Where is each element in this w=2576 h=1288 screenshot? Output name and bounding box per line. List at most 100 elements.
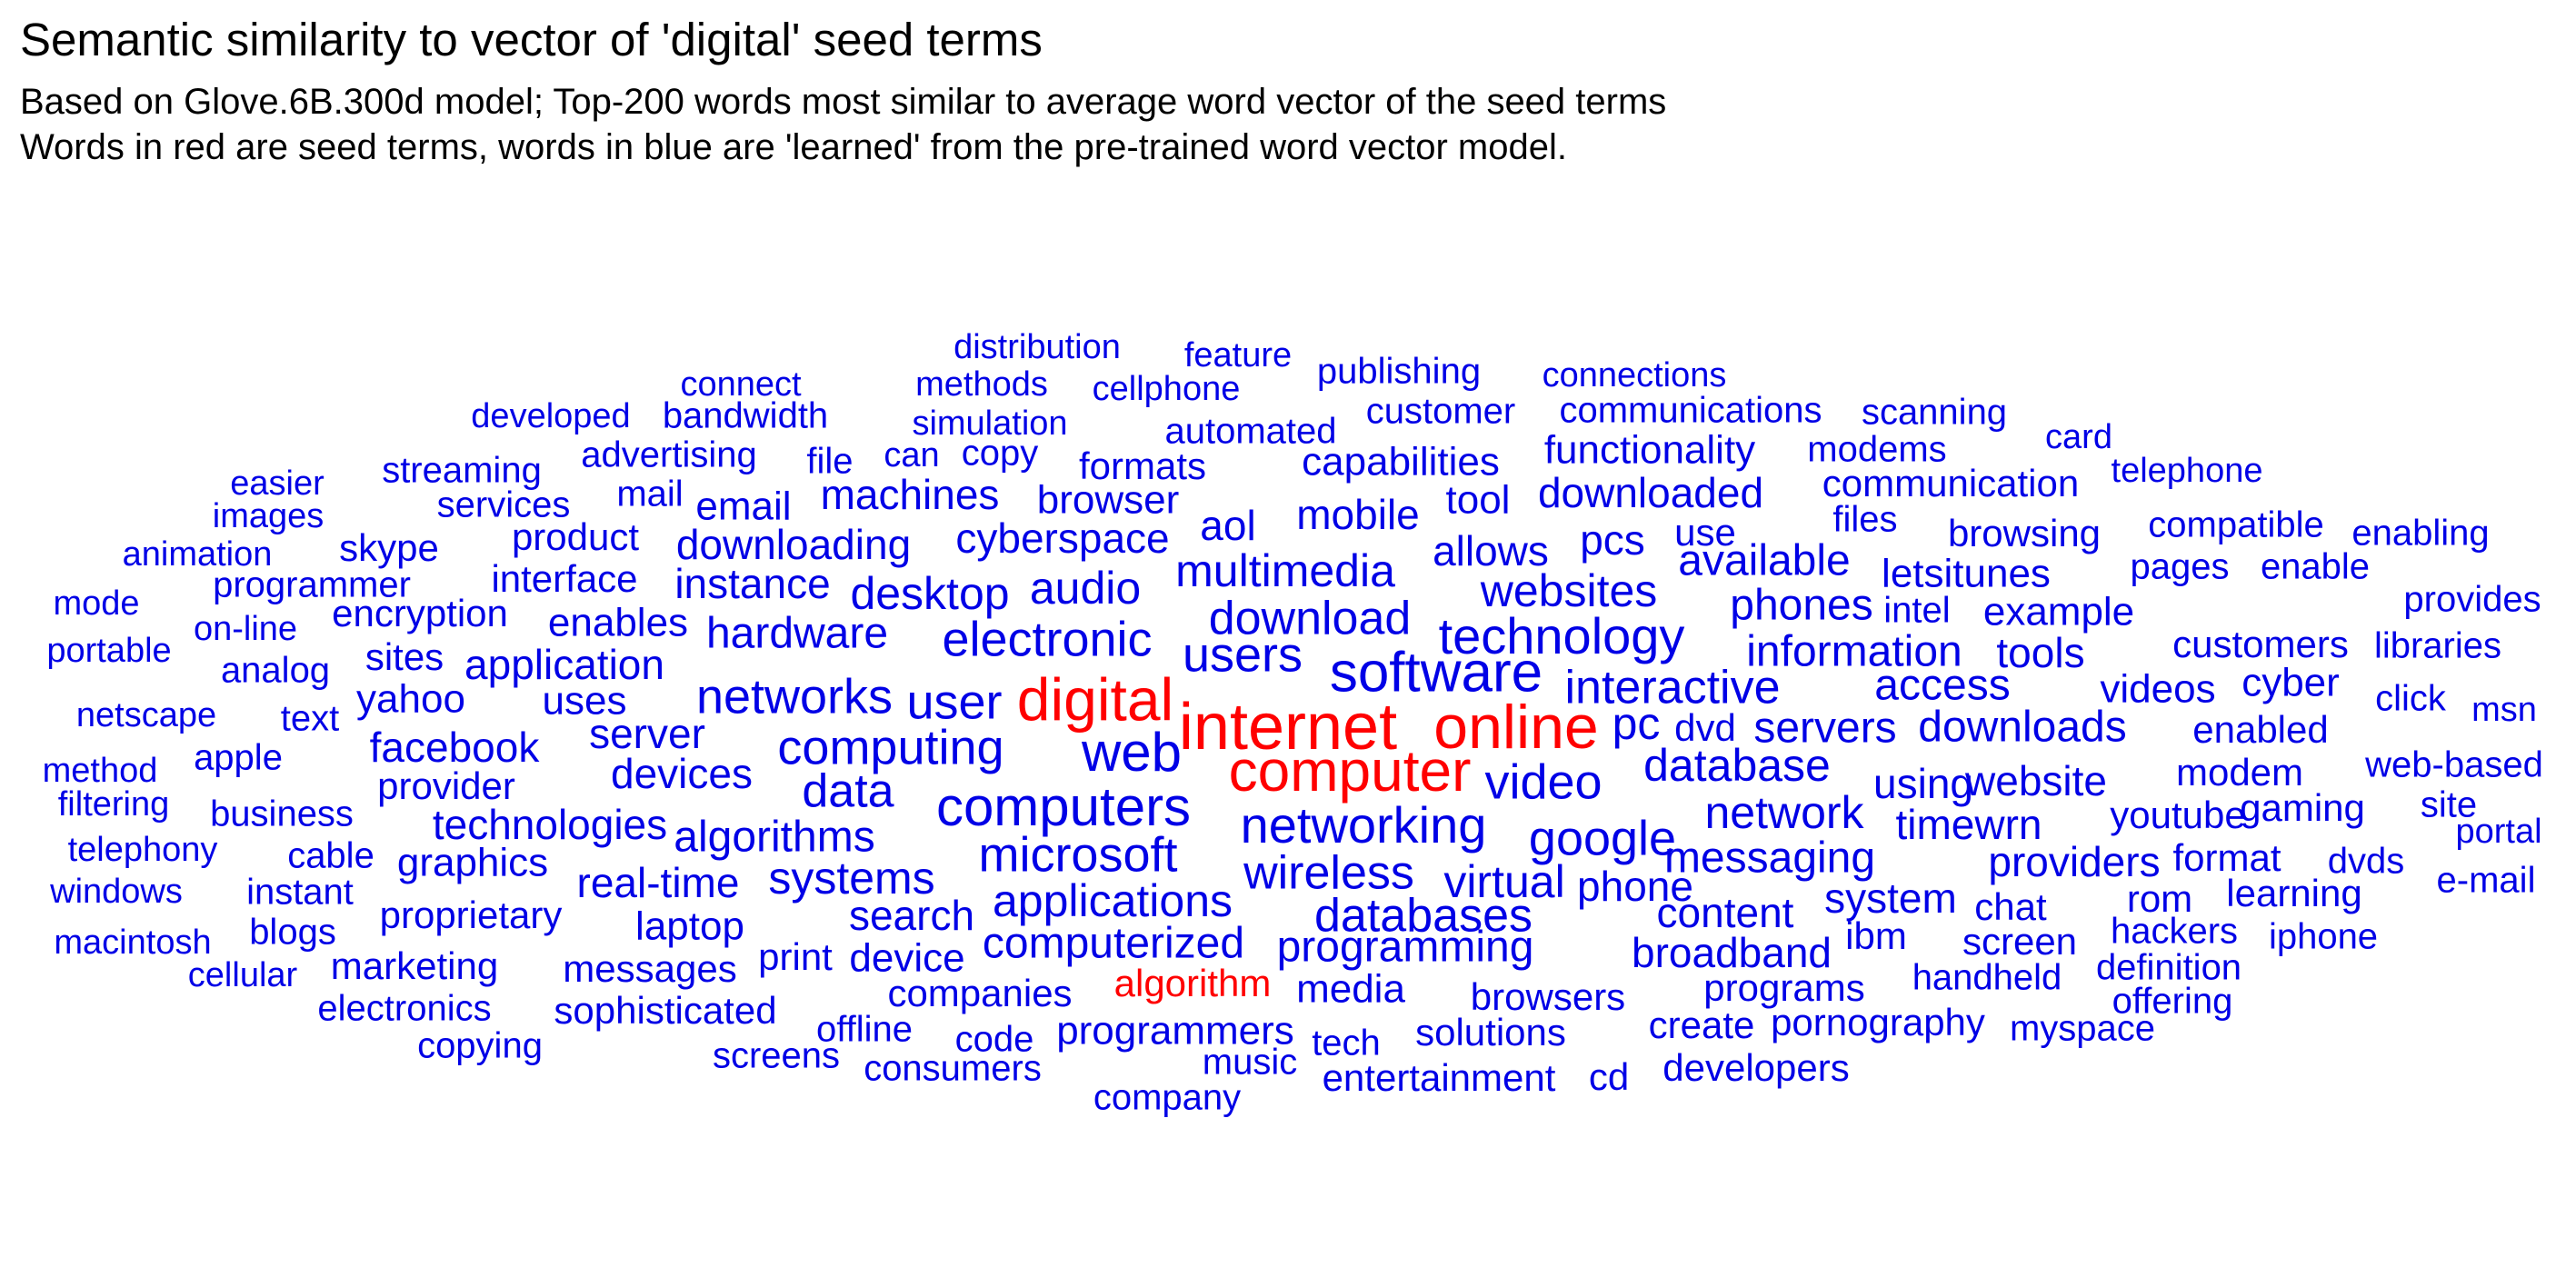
- learned-word-offline: offline: [816, 1010, 913, 1050]
- learned-word-facebook: facebook: [370, 724, 541, 771]
- learned-word-copying: copying: [417, 1026, 543, 1066]
- learned-word-developed: developed: [471, 397, 630, 435]
- learned-word-telephone: telephone: [2112, 452, 2263, 490]
- learned-word-users: users: [1183, 627, 1303, 682]
- learned-word-pc: pc: [1612, 698, 1661, 749]
- learned-word-available: available: [1678, 537, 1850, 585]
- learned-word-learning: learning: [2226, 872, 2361, 914]
- learned-word-images: images: [213, 497, 324, 535]
- learned-word-rom: rom: [2127, 877, 2192, 920]
- learned-word-programmer: programmer: [213, 565, 411, 605]
- learned-word-streaming: streaming: [382, 451, 542, 491]
- learned-word-entertainment: entertainment: [1323, 1056, 1556, 1099]
- learned-word-company: company: [1093, 1078, 1241, 1118]
- learned-word-computers: computers: [936, 776, 1191, 837]
- learned-word-solutions: solutions: [1415, 1011, 1566, 1053]
- learned-word-music: music: [1203, 1043, 1297, 1083]
- learned-word-publishing: publishing: [1317, 352, 1481, 392]
- learned-word-browsing: browsing: [1948, 512, 2101, 554]
- learned-word-telephony: telephony: [68, 831, 218, 869]
- learned-word-feature: feature: [1184, 336, 1292, 374]
- learned-word-websites: websites: [1480, 565, 1658, 616]
- learned-word-gaming: gaming: [2240, 786, 2365, 829]
- learned-word-web: web: [1081, 722, 1182, 783]
- learned-word-instant: instant: [246, 873, 354, 913]
- learned-word-browsers: browsers: [1471, 975, 1625, 1018]
- learned-word-downloaded: downloaded: [1538, 469, 1763, 516]
- chart-title: Semantic similarity to vector of 'digita…: [20, 14, 1043, 65]
- learned-word-microsoft: microsoft: [978, 827, 1177, 882]
- learned-word-companies: companies: [887, 972, 1072, 1014]
- learned-word-cable: cable: [287, 836, 374, 876]
- learned-word-mail: mail: [616, 474, 683, 514]
- learned-word-network: network: [1704, 787, 1864, 838]
- learned-word-user: user: [906, 674, 1002, 729]
- learned-word-site: site: [2421, 785, 2477, 825]
- learned-word-file: file: [806, 442, 853, 482]
- learned-word-browser: browser: [1037, 478, 1180, 523]
- learned-word-information: information: [1746, 628, 1962, 676]
- seed-word-algorithm: algorithm: [1114, 962, 1272, 1004]
- learned-word-screen: screen: [1962, 920, 2077, 963]
- chart-subtitle-line-2: Words in red are seed terms, words in bl…: [20, 127, 1567, 167]
- learned-word-blogs: blogs: [249, 913, 336, 953]
- learned-word-database: database: [1643, 740, 1831, 791]
- learned-word-website: website: [1964, 757, 2107, 804]
- learned-word-skype: skype: [339, 526, 439, 569]
- learned-word-proprietary: proprietary: [380, 894, 563, 936]
- learned-word-networks: networks: [696, 669, 893, 724]
- learned-word-algorithms: algorithms: [674, 814, 874, 862]
- learned-word-developers: developers: [1662, 1046, 1849, 1089]
- learned-word-intel: intel: [1883, 591, 1950, 631]
- learned-word-portable: portable: [46, 632, 171, 670]
- learned-word-methods: methods: [915, 365, 1048, 404]
- learned-word-server: server: [589, 710, 705, 757]
- learned-word-devices: devices: [611, 750, 753, 797]
- learned-word-functionality: functionality: [1544, 428, 1755, 473]
- learned-word-media: media: [1296, 967, 1405, 1012]
- learned-word-chat: chat: [1974, 885, 2047, 928]
- learned-word-capabilities: capabilities: [1302, 440, 1500, 484]
- learned-word-encryption: encryption: [332, 592, 508, 634]
- learned-word-automated: automated: [1164, 412, 1336, 452]
- learned-word-download: download: [1209, 593, 1412, 645]
- learned-word-downloads: downloads: [1918, 704, 2127, 752]
- learned-word-definition: definition: [2096, 948, 2242, 988]
- learned-word-provides: provides: [2403, 580, 2541, 620]
- seed-word-computer: computer: [1229, 738, 1472, 804]
- learned-word-dvds: dvds: [2328, 842, 2405, 882]
- chart-subtitle-line-1: Based on Glove.6B.300d model; Top-200 wo…: [20, 82, 1667, 122]
- learned-word-filtering: filtering: [58, 785, 170, 824]
- learned-word-technology: technology: [1439, 607, 1685, 664]
- learned-word-downloading: downloading: [676, 521, 911, 568]
- learned-word-using: using: [1873, 760, 1973, 807]
- learned-word-laptop: laptop: [635, 904, 744, 949]
- learned-word-real-time: real-time: [577, 859, 740, 906]
- learned-word-modem: modem: [2176, 751, 2303, 794]
- learned-word-providers: providers: [1988, 838, 2160, 885]
- learned-word-interface: interface: [491, 557, 637, 600]
- learned-word-connect: connect: [680, 365, 802, 404]
- learned-word-iphone: iphone: [2269, 917, 2378, 957]
- learned-word-screens: screens: [713, 1036, 840, 1076]
- learned-word-code: code: [955, 1020, 1034, 1060]
- learned-word-create: create: [1649, 1003, 1755, 1046]
- learned-word-enable: enable: [2261, 547, 2370, 587]
- learned-word-offering: offering: [2112, 982, 2233, 1022]
- learned-word-product: product: [512, 515, 639, 558]
- learned-word-handheld: handheld: [1912, 958, 2062, 998]
- learned-word-libraries: libraries: [2374, 626, 2501, 666]
- learned-word-card: card: [2045, 418, 2112, 456]
- learned-word-myspace: myspace: [2010, 1009, 2155, 1049]
- learned-word-e-mail: e-mail: [2437, 861, 2536, 901]
- learned-word-system: system: [1824, 874, 1957, 922]
- learned-word-services: services: [437, 485, 571, 525]
- learned-word-broadband: broadband: [1632, 929, 1832, 976]
- learned-word-animation: animation: [123, 535, 273, 574]
- learned-word-device: device: [849, 936, 964, 981]
- learned-word-hackers: hackers: [2111, 912, 2238, 952]
- learned-word-business: business: [210, 794, 354, 834]
- learned-word-cyber: cyber: [2242, 661, 2340, 705]
- learned-word-systems: systems: [768, 853, 934, 904]
- seed-word-internet: internet: [1179, 691, 1397, 764]
